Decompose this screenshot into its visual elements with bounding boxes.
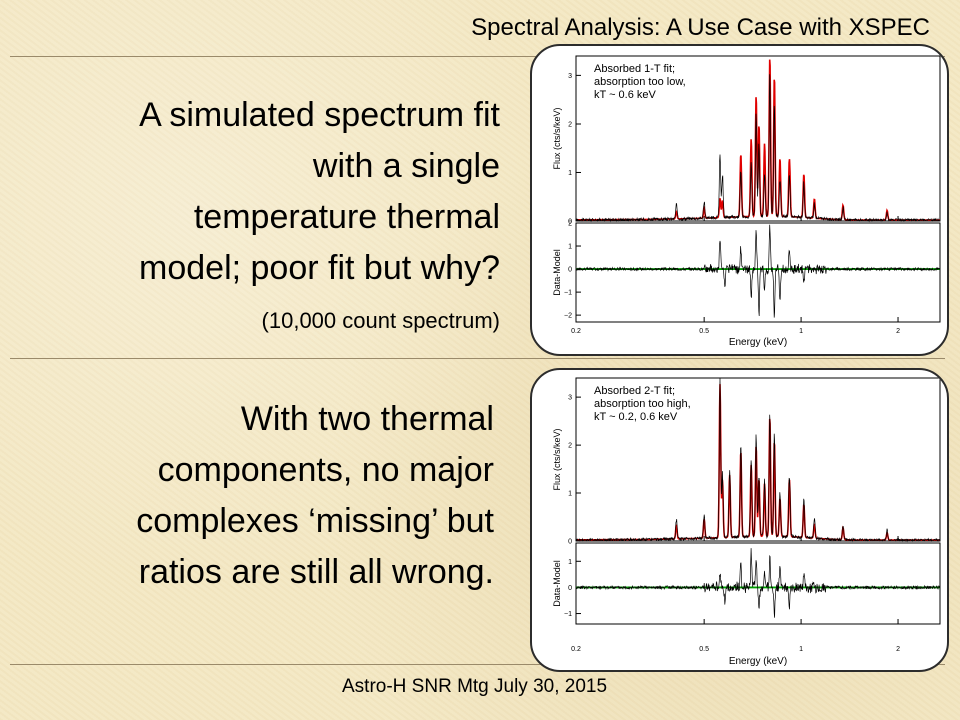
- y-tick-label: 0: [568, 585, 572, 592]
- residual-line: [575, 224, 941, 318]
- y-tick-label: 3: [568, 73, 572, 80]
- y-tick-label: 1: [568, 559, 572, 566]
- flux-axis-label: Flux (cts/s/keV): [552, 107, 562, 169]
- residual-plot-frame: [575, 222, 941, 323]
- x-tick-label: 2: [896, 646, 900, 653]
- y-tick-label: 2: [568, 443, 572, 450]
- x-tick-label: 0.2: [571, 646, 581, 653]
- top-text-line: with a single: [312, 147, 500, 185]
- y-tick-label: 0: [568, 267, 572, 274]
- y-tick-label: 3: [568, 395, 572, 402]
- residual-plot-frame: [575, 542, 941, 625]
- bottom-text-line: ratios are still all wrong.: [138, 553, 494, 591]
- y-tick-label: −1: [564, 611, 572, 618]
- x-tick-label: 0.5: [699, 646, 709, 653]
- top-description: A simulated spectrum fit with a single t…: [139, 90, 500, 294]
- x-tick-label: 0.5: [699, 328, 709, 335]
- y-tick-label: 0: [568, 219, 572, 226]
- y-tick-label: 0: [568, 539, 572, 546]
- bottom-text-line: With two thermal: [240, 400, 494, 438]
- bottom-text-line: complexes ‘missing’ but: [136, 502, 494, 540]
- top-rule: [10, 56, 945, 57]
- spectrum-panel-1T: 0.2 0.5 1 2 Energy (keV) 0 1 2 3 2 1 0 −1 −2 Flux (cts…: [530, 44, 949, 356]
- fit-annotation: Absorbed 2-T fit;: [594, 385, 675, 397]
- middle-rule: [10, 358, 945, 359]
- y-tick-label: 1: [568, 491, 572, 498]
- bottom-description: With two thermal components, no major co…: [136, 394, 494, 598]
- y-tick-label: 2: [568, 221, 572, 228]
- bottom-rule: [10, 664, 945, 665]
- x-tick-label: 1: [799, 328, 803, 335]
- bottom-text-line: components, no major: [157, 451, 494, 489]
- footer: Astro-H SNR Mtg July 30, 2015: [342, 676, 608, 697]
- flux-plot-frame: [575, 377, 941, 542]
- x-axis-label: Energy (keV): [729, 337, 787, 348]
- fit-annotation: kT ~ 0.6 keV: [594, 89, 657, 101]
- spectrum-chart-2T: 0.2 0.5 1 2 Energy (keV) 0 1 2 3 1 0 −1 Flux (cts/s/…: [552, 377, 941, 667]
- top-subtext: (10,000 count spectrum): [261, 308, 500, 333]
- data-line: [575, 74, 941, 223]
- top-text-line: A simulated spectrum fit: [139, 96, 500, 134]
- data-line: [575, 377, 941, 543]
- fit-annotation: absorption too high,: [594, 398, 691, 410]
- residual-line: [575, 548, 941, 618]
- residual-axis-label: Data-Model: [552, 560, 562, 607]
- residual-axis-label: Data-Model: [552, 249, 562, 296]
- flux-plot-frame: [575, 55, 941, 222]
- flux-axis-label: Flux (cts/s/keV): [552, 428, 562, 490]
- top-text-line: temperature thermal: [193, 198, 500, 236]
- x-tick-label: 0.2: [571, 328, 581, 335]
- spectrum-chart-1T: 0.2 0.5 1 2 Energy (keV) 0 1 2 3 2 1 0 −1 −2 Flux (cts…: [552, 55, 941, 348]
- x-axis-label: Energy (keV): [729, 656, 787, 667]
- top-text-line: model; poor fit but why?: [139, 249, 500, 287]
- y-tick-label: −1: [564, 290, 572, 297]
- y-tick-label: 1: [568, 244, 572, 251]
- y-tick-label: −2: [564, 313, 572, 320]
- slide-title: Spectral Analysis: A Use Case with XSPEC: [471, 14, 930, 41]
- y-tick-label: 2: [568, 121, 572, 128]
- spectrum-panel-2T: 0.2 0.5 1 2 Energy (keV) 0 1 2 3 1 0 −1 Flux (cts/s/…: [530, 368, 949, 672]
- y-tick-label: 1: [568, 170, 572, 177]
- fit-annotation: kT ~ 0.2, 0.6 keV: [594, 411, 678, 423]
- fit-annotation: absorption too low,: [594, 76, 686, 88]
- x-tick-label: 2: [896, 328, 900, 335]
- x-tick-label: 1: [799, 646, 803, 653]
- fit-annotation: Absorbed 1-T fit;: [594, 63, 675, 75]
